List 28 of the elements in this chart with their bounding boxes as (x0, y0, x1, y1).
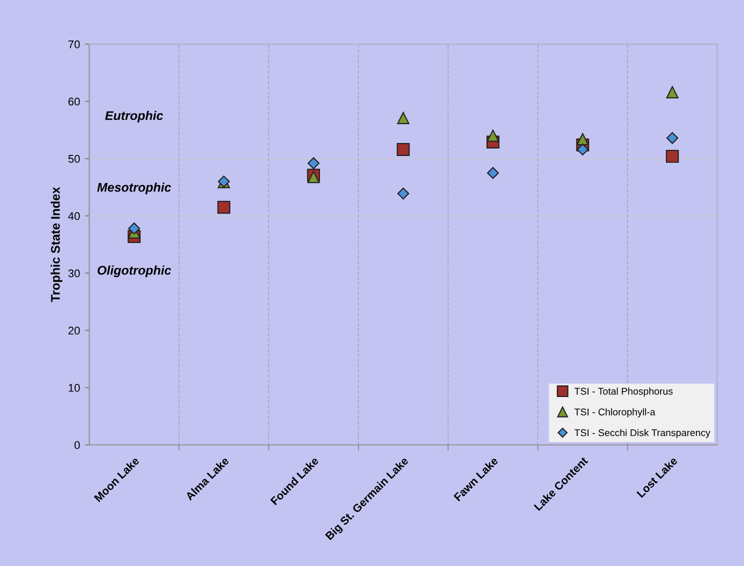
legend-label: TSI - Total Phosphorus (574, 388, 673, 397)
legend-label: TSI - Secchi Disk Transparency (574, 429, 710, 438)
annotation: Oligotrophic (98, 266, 172, 278)
annotation: Eutrophic (105, 110, 164, 123)
point (308, 157, 320, 170)
legend-label: TSI - Chlorophyll-a (574, 408, 656, 418)
point (397, 112, 410, 124)
y-tick-label: 40 (68, 212, 80, 220)
y-tick-label: 20 (68, 326, 80, 335)
y-tick-label: 70 (68, 40, 80, 48)
y-tick-label: 10 (68, 384, 80, 392)
point (576, 133, 589, 146)
point (396, 143, 410, 156)
y-tick-label: 60 (68, 98, 80, 106)
point (486, 130, 500, 142)
point (128, 222, 140, 234)
point (666, 132, 678, 144)
y-tick-label: 0 (74, 441, 80, 450)
y-tick-label: 30 (68, 269, 80, 278)
y-tick-label: 50 (68, 154, 80, 163)
point (217, 200, 230, 214)
y-axis-title: Trophic State Index (50, 186, 62, 302)
point (486, 166, 499, 179)
point (666, 150, 679, 163)
point (397, 188, 410, 200)
point (576, 144, 589, 156)
annotation: Mesotrophic (97, 182, 172, 194)
point (666, 86, 678, 98)
